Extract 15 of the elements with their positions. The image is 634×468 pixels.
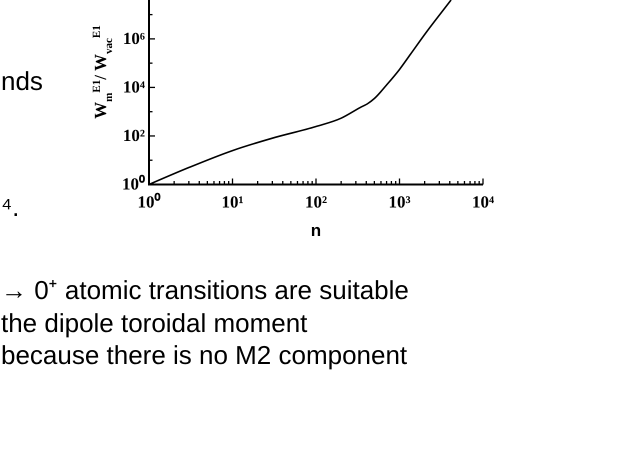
x-tick-label: 10⁴ [472, 192, 494, 212]
y-tick-label: 10⁰ [122, 174, 145, 194]
text: the dipole toroidal moment [1, 308, 308, 338]
text: because there is no M2 component [1, 340, 408, 370]
text: → 0⁺ atomic transitions are suitable [1, 275, 409, 305]
y-tick-label: 10² [122, 126, 145, 146]
y-tick-label: 10⁴ [122, 78, 145, 97]
text: nds [1, 66, 43, 96]
text: ⁴. [1, 192, 20, 222]
x-tick-label: 10¹ [221, 192, 244, 212]
x-tick-label: 10³ [388, 192, 411, 212]
x-tick-label: 10² [304, 192, 328, 212]
x-tick-label: 10⁰ [138, 192, 160, 212]
y-tick-label: 10⁶ [122, 28, 145, 48]
x-axis-title: n [310, 221, 322, 240]
